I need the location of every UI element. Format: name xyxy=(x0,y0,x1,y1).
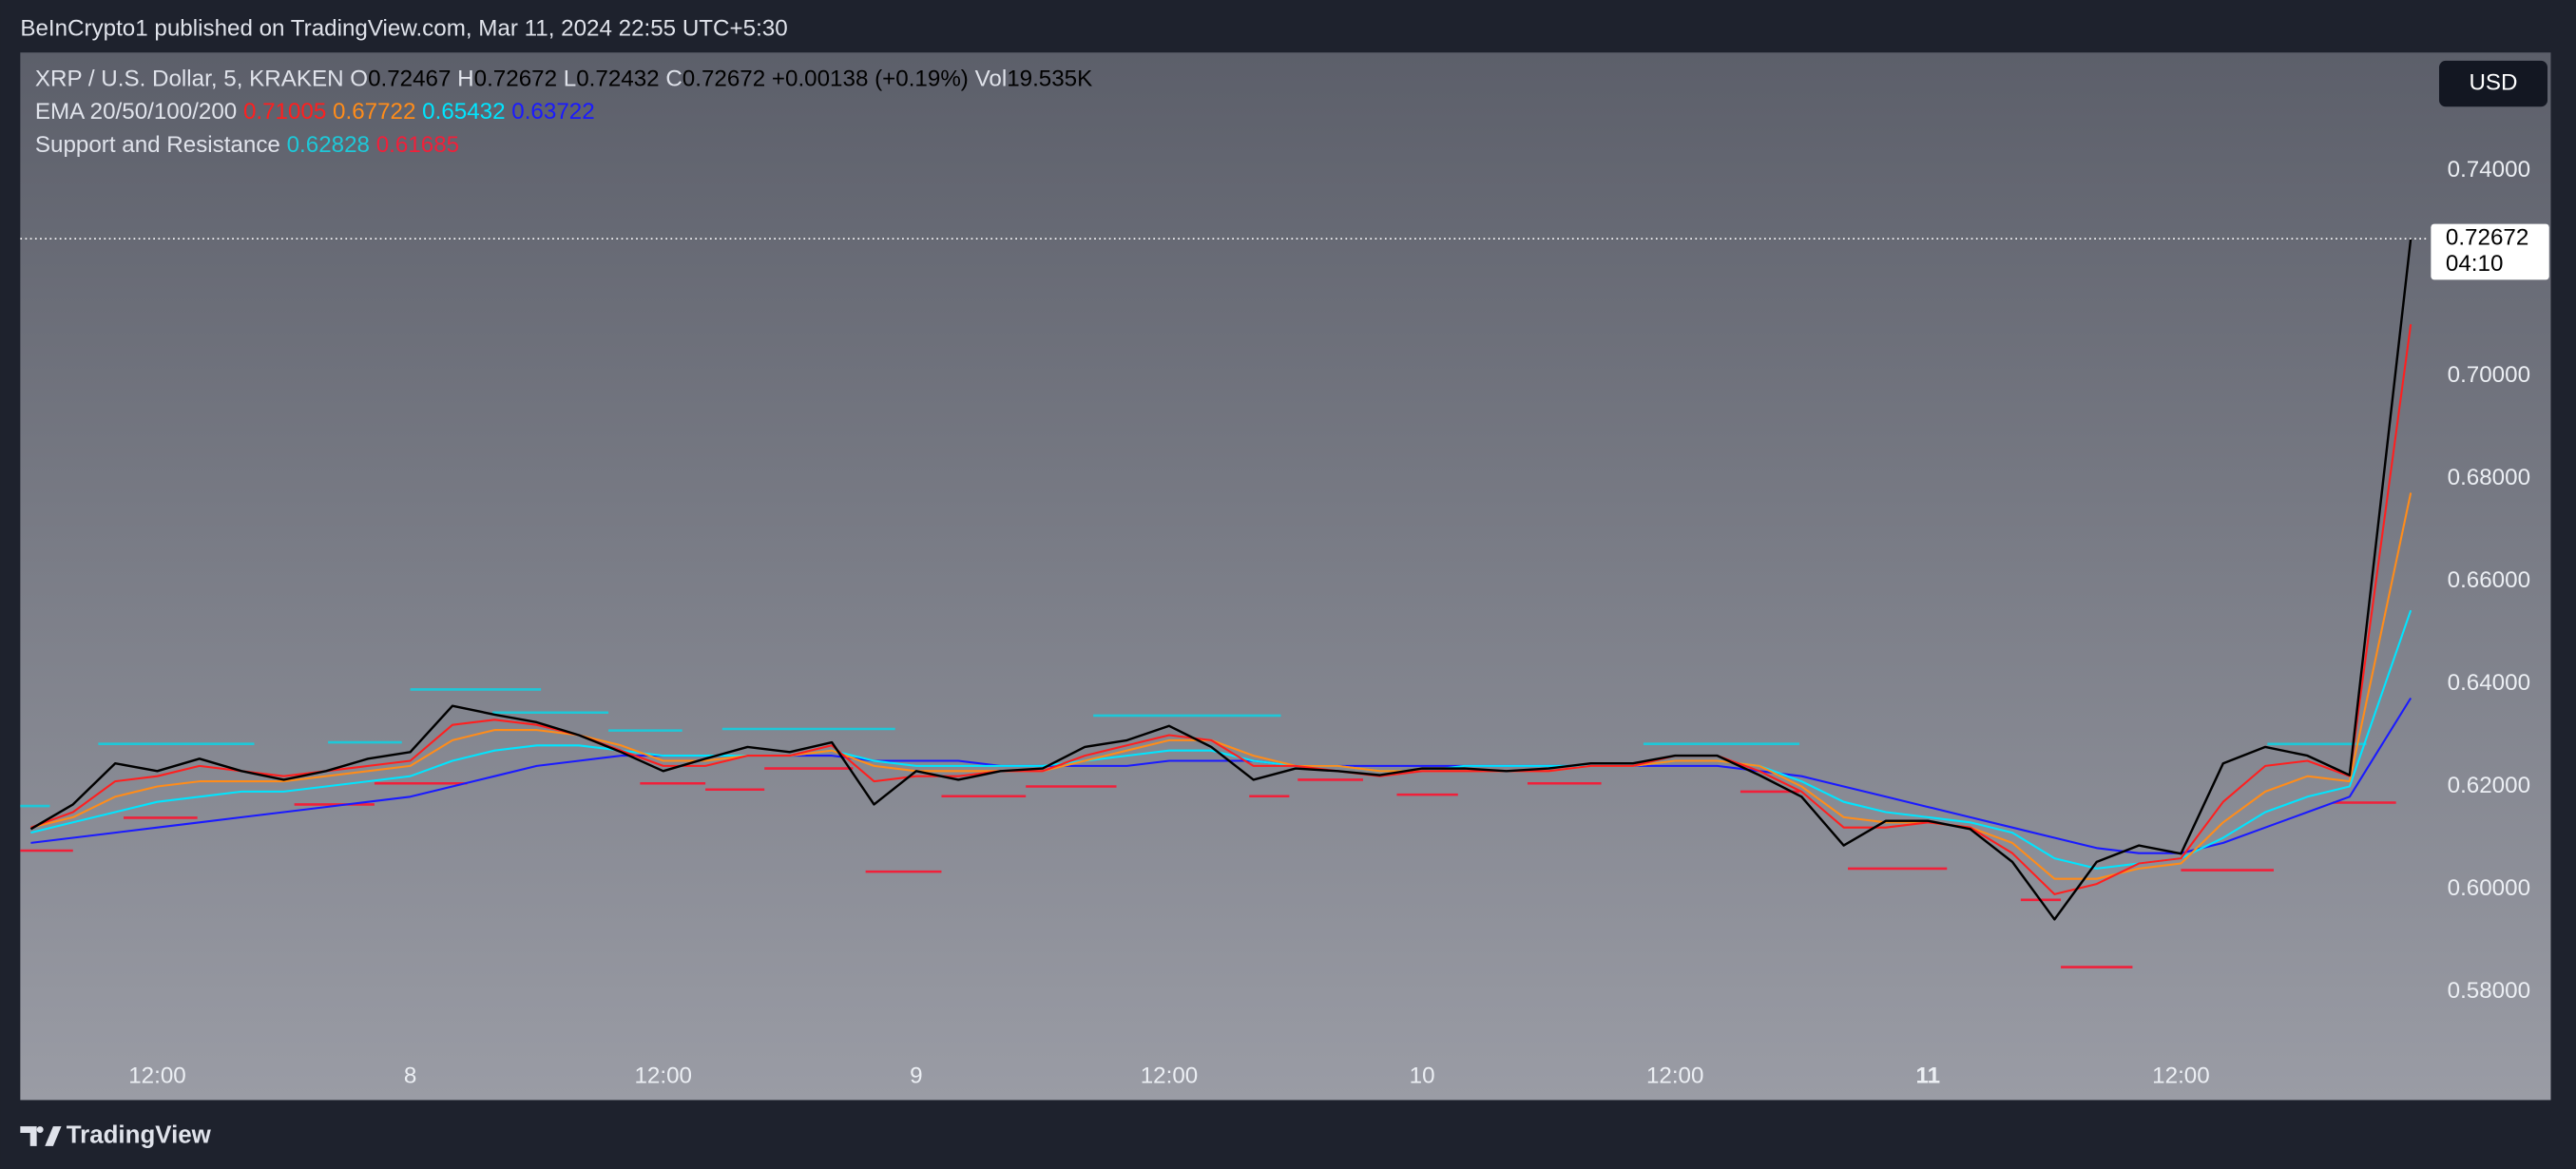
x-tick-label: 11 xyxy=(1916,1064,1941,1089)
ema-line xyxy=(30,324,2413,895)
y-tick-label: 0.60000 xyxy=(2448,875,2530,901)
sr-label: Support and Resistance xyxy=(35,132,280,158)
ema-value: 0.63722 xyxy=(511,100,594,125)
ema-label: EMA 20/50/100/200 xyxy=(35,100,237,125)
ema-line xyxy=(30,609,2413,870)
ema-line xyxy=(30,697,2413,854)
y-tick-label: 0.66000 xyxy=(2448,567,2530,593)
x-tick-label: 12:00 xyxy=(1141,1064,1199,1089)
open-value: 0.72467 xyxy=(368,67,451,92)
last-price-label: 0.72672 xyxy=(2446,225,2528,251)
chart-area xyxy=(20,52,2551,1101)
close-value: 0.72672 xyxy=(682,67,765,92)
x-tick-label: 8 xyxy=(404,1064,416,1089)
y-tick-label: 0.58000 xyxy=(2448,978,2530,1004)
sr-legend: Support and Resistance 0.62828 0.61685 xyxy=(35,132,459,158)
change-value: +0.00138 (+0.19%) xyxy=(772,67,969,92)
y-tick-label: 0.68000 xyxy=(2448,465,2530,490)
ohlc-label: O xyxy=(350,67,368,92)
x-tick-label: 12:00 xyxy=(128,1064,186,1089)
ema-legend: EMA 20/50/100/200 0.71005 0.67722 0.6543… xyxy=(35,100,595,125)
ema-value: 0.65432 xyxy=(422,100,505,125)
ema-value: 0.67722 xyxy=(333,100,415,125)
ohlc-label: H xyxy=(457,67,473,92)
currency-button-bg[interactable] xyxy=(2438,60,2548,107)
y-tick-label: 0.64000 xyxy=(2448,670,2530,696)
currency-button[interactable]: USD xyxy=(2438,60,2548,107)
low-value: 0.72432 xyxy=(576,67,659,92)
volume-value: 19.535K xyxy=(1007,67,1092,92)
brand-name: TradingView xyxy=(67,1121,212,1148)
currency-label[interactable]: USD xyxy=(2469,69,2517,95)
brand: TradingView xyxy=(20,1121,212,1148)
plot: 0.58000 0.60000 0.62000 0.64000 0.66000 0.680… xyxy=(20,157,2549,1089)
volume-label: Vol xyxy=(975,67,1008,92)
symbol-legend: XRP / U.S. Dollar, 5, KRAKEN O0.72467 H0… xyxy=(35,67,1092,92)
y-tick-label: 0.70000 xyxy=(2448,362,2530,388)
countdown-label: 04:10 xyxy=(2446,251,2504,277)
resistance-value: 0.62828 xyxy=(287,132,370,158)
x-tick-label: 12:00 xyxy=(2152,1064,2210,1089)
high-value: 0.72672 xyxy=(474,67,557,92)
x-tick-label: 12:00 xyxy=(1646,1064,1704,1089)
ohlc-label: L xyxy=(564,67,576,92)
ema-value: 0.71005 xyxy=(243,100,326,125)
symbol: XRP / U.S. Dollar, 5, KRAKEN xyxy=(35,67,344,92)
x-tick-label: 10 xyxy=(1410,1064,1435,1089)
price-line xyxy=(29,239,2413,921)
y-tick-label: 0.62000 xyxy=(2448,773,2530,798)
y-tick-label: 0.74000 xyxy=(2448,157,2530,182)
published-line: BeInCrypto1 published on TradingView.com… xyxy=(20,15,787,41)
last-price-box xyxy=(2431,223,2549,280)
x-tick-label: 12:00 xyxy=(634,1064,692,1089)
support-value: 0.61685 xyxy=(376,132,459,158)
x-tick-label: 9 xyxy=(910,1064,922,1089)
ohlc-label: C xyxy=(665,67,682,92)
